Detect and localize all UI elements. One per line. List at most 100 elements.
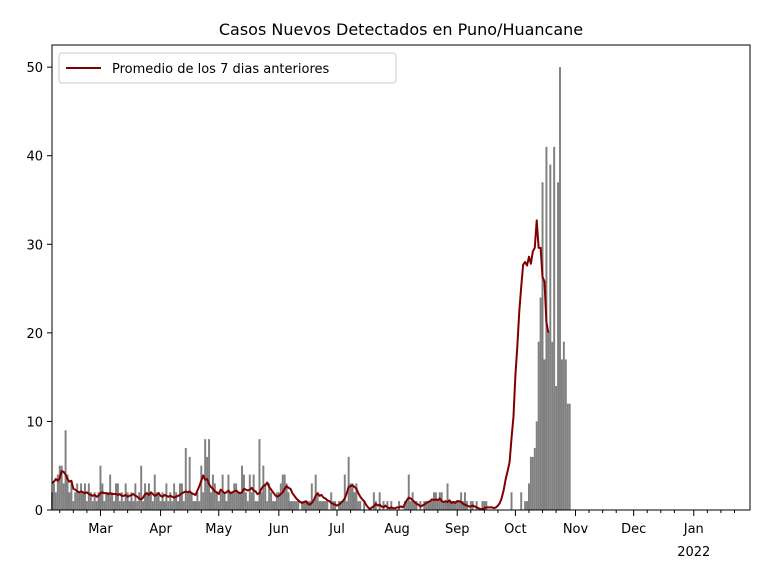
bar bbox=[444, 501, 447, 510]
bar bbox=[91, 501, 94, 510]
bar bbox=[316, 492, 319, 510]
bar bbox=[107, 492, 110, 510]
bar bbox=[291, 501, 294, 510]
bar bbox=[353, 492, 356, 510]
x-tick-label: May bbox=[205, 522, 232, 537]
bar bbox=[233, 483, 236, 510]
bar bbox=[531, 456, 534, 510]
bar bbox=[425, 501, 428, 510]
bar bbox=[378, 492, 381, 510]
bar bbox=[266, 501, 269, 510]
legend-entry-label: Promedio de los 7 dias anteriores bbox=[112, 62, 329, 77]
bar bbox=[415, 501, 418, 510]
bar bbox=[149, 492, 152, 510]
x-tick-label: Sep bbox=[445, 522, 470, 537]
bar bbox=[436, 501, 439, 510]
bar bbox=[541, 182, 544, 511]
bar bbox=[431, 501, 433, 510]
bar bbox=[262, 465, 265, 510]
bar bbox=[219, 492, 222, 510]
bar bbox=[526, 501, 528, 510]
x-tick-label: Jun bbox=[268, 522, 289, 537]
bar bbox=[159, 501, 162, 510]
bar bbox=[268, 483, 271, 510]
bar bbox=[241, 465, 243, 510]
bar bbox=[70, 483, 73, 510]
bar bbox=[128, 501, 131, 510]
bar bbox=[116, 483, 119, 510]
bar bbox=[142, 501, 145, 510]
bar bbox=[318, 501, 321, 510]
bar bbox=[144, 483, 147, 510]
bar bbox=[450, 501, 453, 510]
bar bbox=[557, 182, 560, 511]
bar bbox=[182, 501, 185, 510]
bar bbox=[248, 474, 251, 510]
bar bbox=[306, 501, 309, 510]
bar bbox=[359, 501, 362, 510]
bar bbox=[177, 501, 179, 510]
bar bbox=[122, 501, 125, 510]
bar bbox=[99, 465, 102, 510]
bar bbox=[564, 359, 567, 510]
bar bbox=[198, 501, 201, 510]
bar bbox=[305, 501, 307, 510]
bar bbox=[343, 474, 346, 510]
bar bbox=[524, 501, 527, 510]
bar bbox=[155, 492, 158, 510]
bar bbox=[320, 501, 323, 510]
bar bbox=[545, 146, 548, 511]
x-tick-label: Oct bbox=[504, 522, 526, 537]
legend: Promedio de los 7 dias anteriores bbox=[58, 52, 397, 84]
bar bbox=[56, 474, 59, 510]
bar bbox=[407, 474, 410, 510]
bar bbox=[363, 501, 366, 510]
bar bbox=[528, 483, 530, 510]
bar bbox=[206, 456, 209, 510]
bar bbox=[312, 501, 315, 510]
bar bbox=[163, 501, 166, 510]
bar bbox=[105, 492, 108, 510]
bar bbox=[136, 501, 139, 510]
bar bbox=[186, 492, 189, 510]
bar bbox=[452, 501, 455, 510]
bar bbox=[405, 501, 408, 510]
bar bbox=[215, 492, 218, 510]
bar bbox=[562, 341, 565, 510]
bar bbox=[549, 164, 552, 510]
bar bbox=[314, 474, 317, 510]
bar bbox=[559, 67, 561, 510]
bar bbox=[448, 501, 451, 510]
bar bbox=[289, 501, 292, 510]
bar bbox=[568, 403, 571, 510]
bar bbox=[347, 456, 350, 510]
bar bbox=[83, 483, 86, 510]
bar bbox=[539, 297, 542, 510]
bar bbox=[438, 492, 441, 510]
bar bbox=[147, 483, 150, 510]
bar bbox=[510, 492, 513, 510]
x-tick-label: Nov bbox=[563, 522, 589, 537]
x-tick-sublabel: 2022 bbox=[677, 545, 710, 560]
bar bbox=[101, 483, 104, 510]
bar bbox=[427, 501, 430, 510]
bar bbox=[202, 492, 205, 510]
bar bbox=[250, 492, 253, 510]
bar bbox=[235, 483, 238, 510]
legend-box bbox=[58, 52, 397, 84]
bar bbox=[351, 483, 354, 510]
bar bbox=[275, 492, 278, 510]
y-tick-label: 20 bbox=[26, 327, 43, 342]
bar bbox=[535, 421, 538, 510]
bar bbox=[229, 492, 232, 510]
bar bbox=[293, 501, 296, 510]
bar bbox=[551, 341, 554, 510]
x-tick-label: Aug bbox=[384, 522, 409, 537]
bar bbox=[256, 501, 259, 510]
bar bbox=[372, 492, 375, 510]
y-tick-label: 40 bbox=[26, 150, 43, 165]
bar bbox=[274, 501, 276, 510]
bar bbox=[132, 501, 135, 510]
